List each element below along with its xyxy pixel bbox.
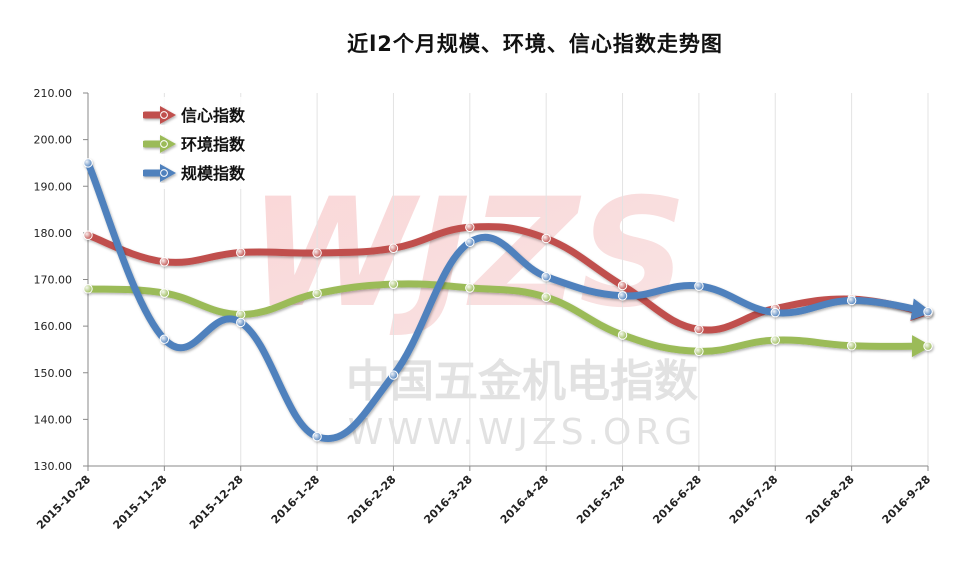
data-point-highlight xyxy=(160,288,169,298)
legend-item xyxy=(141,164,176,182)
data-point-highlight xyxy=(694,325,704,334)
legend-swatch-arrow xyxy=(160,135,176,153)
y-tick-label: 130.00 xyxy=(34,460,73,473)
y-tick-label: 170.00 xyxy=(34,274,73,287)
x-tick-label: 2016-1-28 xyxy=(269,473,323,527)
y-tick-label: 200.00 xyxy=(34,134,73,147)
legend-swatch-point xyxy=(160,140,168,148)
data-point-highlight xyxy=(236,248,245,257)
series-arrow-head xyxy=(910,298,932,321)
data-point-highlight xyxy=(923,341,933,351)
x-tick-label: 2016-4-28 xyxy=(498,473,552,527)
legend-label: 信心指数 xyxy=(181,106,246,125)
legend-label: 环境指数 xyxy=(181,135,246,154)
x-tick-label: 2015-11-28 xyxy=(111,473,170,532)
x-tick-label: 2016-5-28 xyxy=(574,473,628,527)
x-tick-label: 2015-12-28 xyxy=(187,473,246,532)
data-point-highlight xyxy=(389,370,398,380)
y-tick-label: 160.00 xyxy=(34,320,73,333)
data-point-highlight xyxy=(847,296,856,305)
data-point-highlight xyxy=(389,244,398,253)
data-point-highlight xyxy=(618,281,627,290)
data-point-highlight xyxy=(541,234,551,243)
data-point-highlight xyxy=(312,248,322,258)
x-tick-label: 2016-3-28 xyxy=(421,473,475,527)
x-tick-label: 2016-8-28 xyxy=(803,473,857,527)
data-point-highlight xyxy=(83,158,93,168)
y-tick-label: 190.00 xyxy=(34,180,73,193)
data-point-highlight xyxy=(771,308,780,317)
data-point-highlight xyxy=(465,283,475,293)
legend-label: 规模指数 xyxy=(181,164,246,183)
x-tick-label: 2016-2-28 xyxy=(345,473,399,527)
data-point-highlight xyxy=(618,330,627,340)
data-point-highlight xyxy=(771,335,780,345)
data-point-highlight xyxy=(83,231,93,240)
legend-swatch-arrow xyxy=(160,164,176,182)
x-tick-label: 2016-7-28 xyxy=(727,473,781,527)
watermark: WJZS 中国五金机电指数 WWW.WJZS.ORG xyxy=(249,167,698,453)
data-point-highlight xyxy=(541,293,551,302)
y-tick-label: 180.00 xyxy=(34,227,73,240)
series-2 xyxy=(83,158,933,442)
series-lines xyxy=(83,158,933,442)
data-point-highlight xyxy=(236,318,245,327)
y-tick-label: 210.00 xyxy=(34,87,73,100)
data-point-highlight xyxy=(312,289,322,298)
legend-swatch-point xyxy=(160,111,168,119)
data-point-highlight xyxy=(236,310,245,319)
y-tick-label: 140.00 xyxy=(34,413,73,426)
legend-item xyxy=(141,135,176,153)
watermark-line2: WWW.WJZS.ORG xyxy=(348,412,697,453)
series-arrow-head xyxy=(911,335,932,358)
data-point-highlight xyxy=(694,281,704,291)
x-tick-label: 2016-6-28 xyxy=(650,473,704,527)
data-point-highlight xyxy=(312,432,322,441)
data-point-highlight xyxy=(923,307,933,316)
data-point-highlight xyxy=(694,347,704,356)
data-point-highlight xyxy=(465,223,475,232)
data-point-highlight xyxy=(847,341,856,350)
data-point-highlight xyxy=(465,238,475,247)
x-tick-label: 2015-10-28 xyxy=(34,473,93,532)
data-point-highlight xyxy=(160,334,169,344)
data-point-highlight xyxy=(541,272,551,281)
legend-swatch-point xyxy=(160,169,168,177)
legend-swatch-arrow xyxy=(160,106,176,124)
series-1 xyxy=(83,279,933,358)
x-tick-label: 2016-9-28 xyxy=(880,473,934,527)
data-point-highlight xyxy=(618,291,627,301)
data-point-highlight xyxy=(160,257,169,266)
data-point-highlight xyxy=(83,284,93,294)
legend-item xyxy=(141,106,176,124)
y-tick-label: 150.00 xyxy=(34,367,73,380)
data-point-highlight xyxy=(389,279,398,289)
chart-title: 近l2个月规模、环境、信心指数走势图 xyxy=(347,32,723,56)
